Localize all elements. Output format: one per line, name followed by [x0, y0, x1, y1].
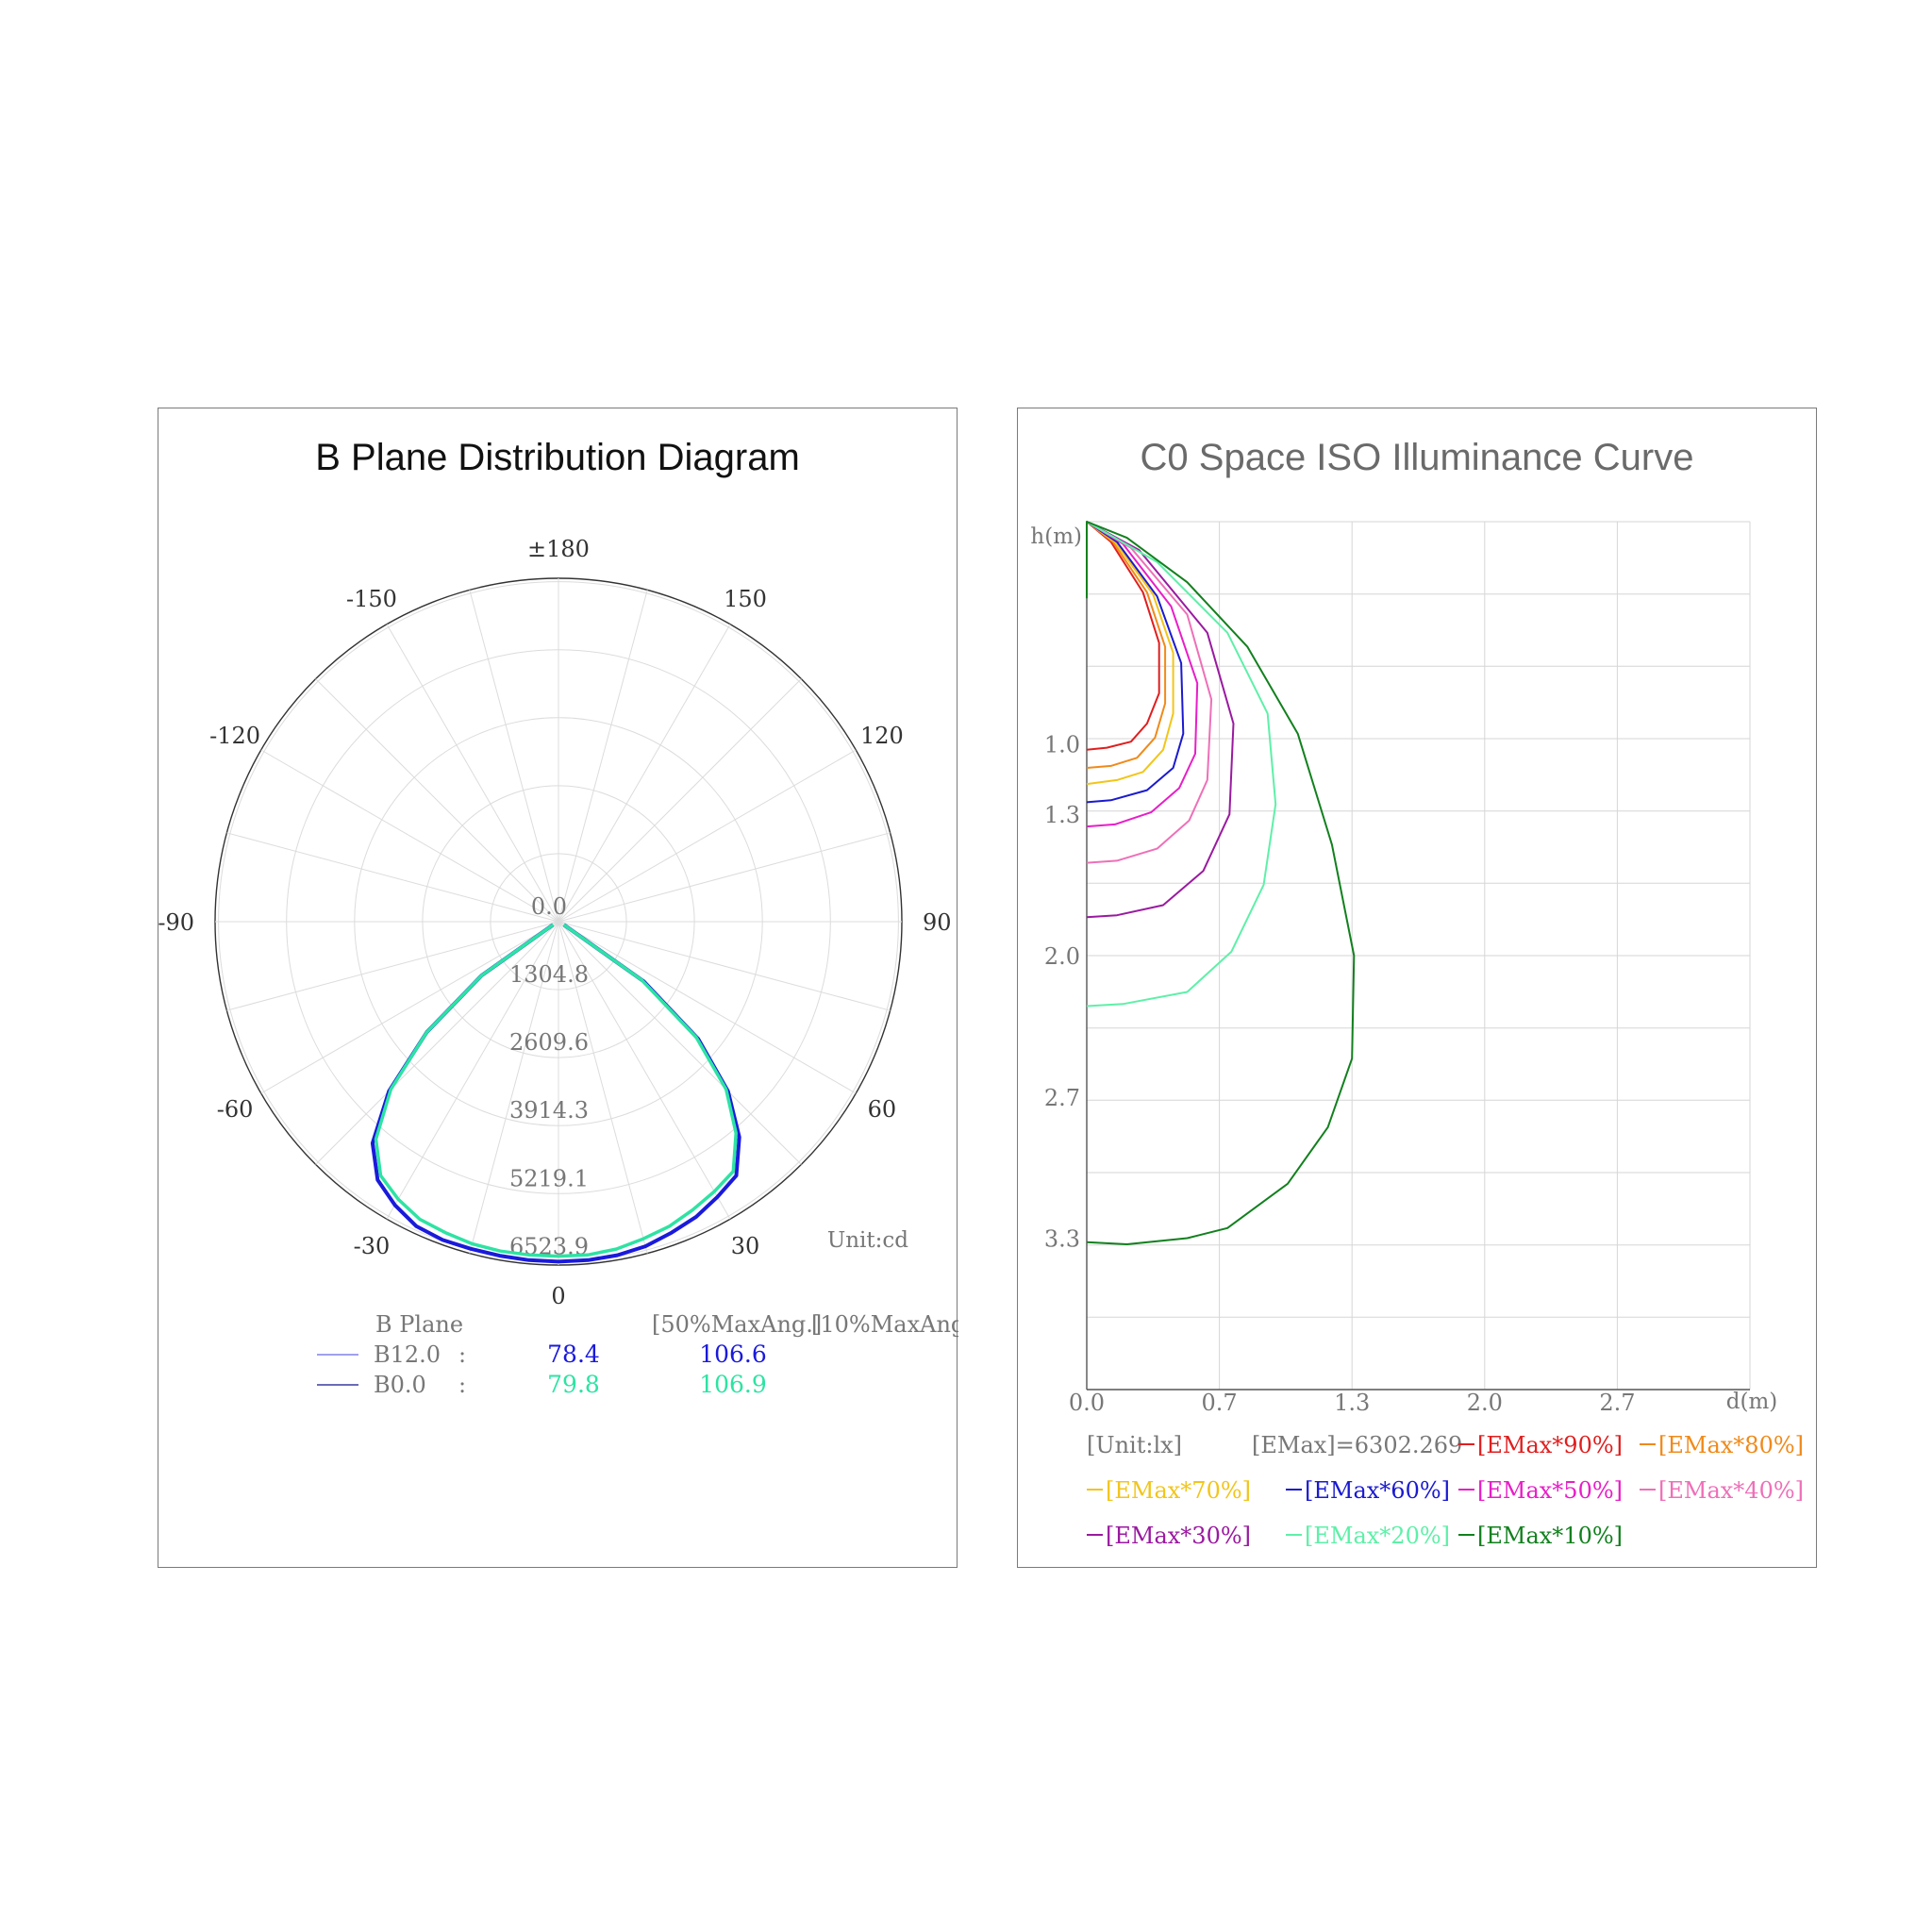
polar-grid-spoke	[226, 832, 559, 923]
polar-grid-spoke	[558, 678, 802, 923]
polar-angle-label: 60	[868, 1096, 897, 1123]
iso-series-curve	[1086, 521, 1185, 804]
polar-radial-tick-label: 3914.3	[509, 1097, 589, 1124]
legend-series-name: B12.0	[374, 1341, 441, 1368]
legend-half-max-angle: 79.8	[547, 1371, 600, 1398]
iso-legend-label: [EMax*20%]	[1305, 1523, 1450, 1549]
iso-series-curve	[1086, 521, 1174, 786]
polar-grid-spoke	[260, 921, 559, 1094]
polar-grid-spoke	[386, 624, 559, 923]
iso-x-tick-label: 2.7	[1599, 1390, 1635, 1416]
polar-grid-spoke	[558, 624, 731, 923]
polar-grid-spoke	[558, 590, 648, 923]
b-plane-title: B Plane Distribution Diagram	[315, 437, 800, 478]
legend-tenth-max-angle: 106.6	[699, 1341, 767, 1368]
polar-grid-spoke	[558, 921, 891, 1011]
polar-series-curve	[370, 923, 741, 1264]
b-plane-polar-chart: ±180 150 120 90 60 30 0 -30 -60 -90 -120 -150 0.0 130…	[158, 536, 958, 1398]
polar-angle-label: 0	[551, 1283, 565, 1309]
legend-header-50: [50%MaxAng.]	[652, 1311, 822, 1338]
polar-grid-spoke	[469, 590, 559, 923]
polar-unit-label: Unit:cd	[827, 1228, 908, 1253]
polar-angle-label: -30	[354, 1233, 391, 1259]
polar-radial-tick-label: 5219.1	[509, 1165, 589, 1191]
legend-half-max-angle: 78.4	[547, 1341, 600, 1368]
iso-y-tick-label: 1.0	[1044, 731, 1080, 758]
iso-series-curve	[1086, 521, 1235, 919]
iso-x-tick-label: 2.0	[1467, 1390, 1503, 1416]
iso-emax-text: [EMax]=6302.269	[1252, 1432, 1462, 1458]
polar-angle-label: -120	[209, 723, 260, 749]
b-plane-panel: B Plane Distribution Diagram ±180 150 120 9…	[158, 408, 958, 1568]
legend-series-sep: :	[458, 1341, 466, 1368]
iso-illuminance-panel: C0 Space ISO Illuminance Curve h(m) d(m) 0…	[1017, 408, 1817, 1568]
polar-grid-spoke	[315, 678, 559, 923]
iso-y-tick-label: 1.3	[1044, 802, 1080, 828]
legend-series-sep: :	[458, 1372, 466, 1398]
iso-series-curve	[1086, 521, 1160, 751]
iso-y-tick-label: 2.0	[1044, 943, 1080, 970]
iso-y-tick-label: 2.7	[1044, 1085, 1080, 1111]
polar-grid-spoke	[558, 921, 731, 1220]
iso-unit-text: [Unit:lx]	[1087, 1432, 1182, 1458]
polar-grid-spoke	[558, 921, 802, 1165]
iso-legend-label: [EMax*80%]	[1658, 1432, 1804, 1458]
iso-x-tick-label: 0.7	[1202, 1390, 1238, 1416]
iso-legend-label: [EMax*50%]	[1477, 1477, 1623, 1504]
iso-series-curve	[1086, 521, 1199, 828]
iso-legend-label: [EMax*60%]	[1305, 1477, 1450, 1504]
iso-legend-label: [EMax*90%]	[1477, 1432, 1623, 1458]
iso-legend-label: [EMax*30%]	[1106, 1523, 1251, 1549]
polar-radial-tick-label: 2609.6	[509, 1029, 589, 1056]
iso-series-curve	[1086, 521, 1356, 1245]
legend-tenth-max-angle: 106.9	[699, 1371, 767, 1398]
iso-illuminance-title: C0 Space ISO Illuminance Curve	[1140, 437, 1694, 478]
polar-radial-tick-label: 0.0	[531, 893, 567, 920]
iso-legend-label: [EMax*10%]	[1477, 1523, 1623, 1549]
polar-angle-label: 150	[724, 586, 767, 612]
polar-angle-label: 30	[731, 1233, 760, 1259]
legend-header-10: [10%MaxAng.]	[811, 1311, 958, 1338]
polar-angle-label: ±180	[527, 536, 590, 562]
iso-x-tick-label: 0.0	[1069, 1390, 1105, 1416]
polar-radial-tick-label: 1304.8	[509, 961, 589, 988]
iso-series-curve	[1086, 521, 1167, 769]
polar-grid-spoke	[260, 749, 559, 923]
polar-angle-label: -60	[217, 1096, 254, 1123]
iso-legend-label: [EMax*70%]	[1106, 1477, 1251, 1504]
iso-x-tick-label: 1.3	[1334, 1390, 1370, 1416]
polar-grid-spoke	[558, 832, 891, 923]
polar-grid-spoke	[386, 921, 559, 1220]
polar-series-curve	[374, 923, 738, 1258]
polar-grid-spoke	[226, 921, 559, 1011]
iso-legend-label: [EMax*40%]	[1658, 1477, 1804, 1504]
iso-y-axis-label: h(m)	[1030, 525, 1082, 549]
iso-illuminance-chart: h(m) d(m) 0.0 0.7 1.3 2.0 2.7 1.0 1.3 2.0 2.7 3.3 [U…	[1030, 521, 1804, 1549]
polar-grid-spoke	[469, 921, 559, 1254]
polar-angle-label: -150	[346, 586, 397, 612]
legend-series-name: B0.0	[374, 1372, 426, 1398]
iso-y-tick-label: 3.3	[1044, 1226, 1080, 1253]
polar-grid-spoke	[558, 921, 648, 1254]
polar-grid-spoke	[558, 921, 857, 1094]
polar-angle-label: -90	[158, 909, 194, 936]
polar-angle-label: 120	[860, 723, 904, 749]
iso-series-curve	[1086, 521, 1277, 1008]
polar-angle-label: 90	[923, 909, 952, 936]
legend-header-plane: B Plane	[375, 1311, 463, 1338]
iso-series-curve	[1086, 521, 1213, 864]
iso-x-axis-label: d(m)	[1726, 1390, 1777, 1414]
polar-grid-spoke	[315, 921, 559, 1165]
polar-grid-spoke	[558, 749, 857, 923]
